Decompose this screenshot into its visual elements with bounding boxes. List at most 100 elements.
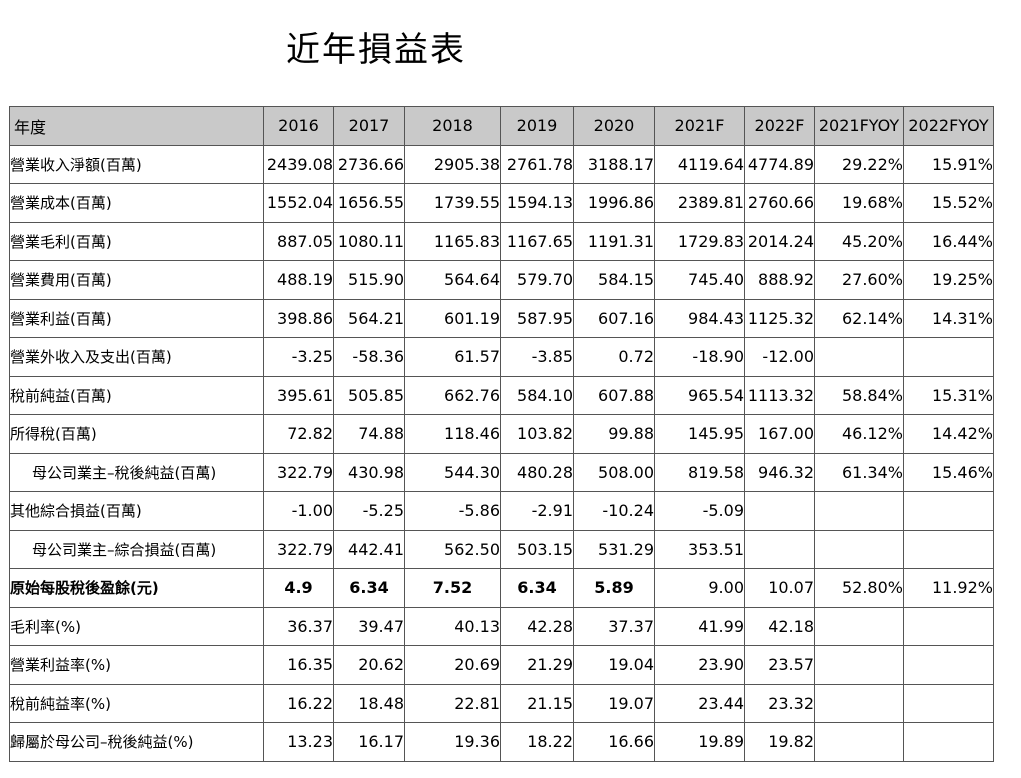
table-cell: 819.58 xyxy=(654,452,745,492)
table-cell: 14.42% xyxy=(903,414,994,454)
column-header: 2017 xyxy=(333,106,405,146)
table-cell xyxy=(814,491,904,531)
table-cell: 15.46% xyxy=(903,452,994,492)
table-cell: 52.80% xyxy=(814,568,904,608)
row-label: 稅前純益(百萬) xyxy=(9,375,264,415)
table-cell: 23.44 xyxy=(654,683,745,723)
table-cell: 7.52 xyxy=(404,568,501,608)
row-label: 營業利益率(%) xyxy=(9,645,264,685)
table-cell: 1552.04 xyxy=(263,183,334,223)
table-cell: 45.20% xyxy=(814,221,904,261)
table-cell: 19.68% xyxy=(814,183,904,223)
table-cell: 20.62 xyxy=(333,645,405,685)
table-cell: 2736.66 xyxy=(333,144,405,184)
table-cell: 23.90 xyxy=(654,645,745,685)
table-cell: 36.37 xyxy=(263,606,334,646)
row-label: 母公司業主–稅後純益(百萬) xyxy=(9,452,264,492)
table-cell: -12.00 xyxy=(744,337,815,377)
table-cell: 15.52% xyxy=(903,183,994,223)
table-row: 營業外收入及支出(百萬) -3.25 -58.36 61.57 -3.85 0.72 -18… xyxy=(9,337,994,377)
table-cell: 21.29 xyxy=(500,645,574,685)
table-cell: 564.64 xyxy=(404,260,501,300)
table-cell: 505.85 xyxy=(333,375,405,415)
table-cell: 20.69 xyxy=(404,645,501,685)
table-cell xyxy=(814,683,904,723)
table-cell: 14.31% xyxy=(903,298,994,338)
table-cell: 74.88 xyxy=(333,414,405,454)
table-cell: 16.22 xyxy=(263,683,334,723)
table-cell: 41.99 xyxy=(654,606,745,646)
table-cell: 23.32 xyxy=(744,683,815,723)
table-cell: 19.89 xyxy=(654,722,745,762)
table-cell: 587.95 xyxy=(500,298,574,338)
row-label: 稅前純益率(%) xyxy=(9,683,264,723)
row-label: 其他綜合損益(百萬) xyxy=(9,491,264,531)
table-cell: 16.66 xyxy=(573,722,655,762)
table-cell: -3.85 xyxy=(500,337,574,377)
table-cell: 58.84% xyxy=(814,375,904,415)
table-cell: 9.00 xyxy=(654,568,745,608)
table-cell: 16.35 xyxy=(263,645,334,685)
table-row: 毛利率(%) 36.37 39.47 40.13 42.28 37.37 41.99 42.1… xyxy=(9,606,994,646)
column-header: 2019 xyxy=(500,106,574,146)
table-cell: 40.13 xyxy=(404,606,501,646)
table-cell xyxy=(814,529,904,569)
table-cell: 29.22% xyxy=(814,144,904,184)
column-header: 2018 xyxy=(404,106,501,146)
table-cell: 27.60% xyxy=(814,260,904,300)
table-cell xyxy=(903,491,994,531)
row-label: 營業外收入及支出(百萬) xyxy=(9,337,264,377)
table-cell: 2761.78 xyxy=(500,144,574,184)
table-cell xyxy=(903,529,994,569)
table-row: 營業毛利(百萬) 887.05 1080.11 1165.83 1167.65 1191.… xyxy=(9,221,994,261)
row-label: 歸屬於母公司–稅後純益(%) xyxy=(9,722,264,762)
table-cell: 167.00 xyxy=(744,414,815,454)
table-cell xyxy=(814,606,904,646)
table-cell: 544.30 xyxy=(404,452,501,492)
table-row: 母公司業主–綜合損益(百萬) 322.79 442.41 562.50 503.15 53… xyxy=(9,529,994,569)
table-cell: 745.40 xyxy=(654,260,745,300)
table-cell xyxy=(903,645,994,685)
table-cell xyxy=(903,337,994,377)
table-cell: 322.79 xyxy=(263,529,334,569)
table-cell: 607.88 xyxy=(573,375,655,415)
table-cell: 1739.55 xyxy=(404,183,501,223)
table-cell: 103.82 xyxy=(500,414,574,454)
table-cell: 19.07 xyxy=(573,683,655,723)
table-cell: 2439.08 xyxy=(263,144,334,184)
table-cell: 19.36 xyxy=(404,722,501,762)
table-cell: 23.57 xyxy=(744,645,815,685)
table-row: 所得稅(百萬) 72.82 74.88 118.46 103.82 99.88 145.95… xyxy=(9,414,994,454)
row-label: 營業費用(百萬) xyxy=(9,260,264,300)
table-cell: 1996.86 xyxy=(573,183,655,223)
column-header: 2022FYOY xyxy=(903,106,994,146)
table-cell: 1113.32 xyxy=(744,375,815,415)
table-row: 母公司業主–稅後純益(百萬) 322.79 430.98 544.30 480.28 50… xyxy=(9,452,994,492)
table-cell: 72.82 xyxy=(263,414,334,454)
table-cell: 61.57 xyxy=(404,337,501,377)
table-cell: 584.10 xyxy=(500,375,574,415)
table-cell: 398.86 xyxy=(263,298,334,338)
table-row: 營業成本(百萬) 1552.04 1656.55 1739.55 1594.13 1996… xyxy=(9,183,994,223)
table-cell xyxy=(814,337,904,377)
table-cell: 42.18 xyxy=(744,606,815,646)
table-row: 稅前純益率(%) 16.22 18.48 22.81 21.15 19.07 23.44 23… xyxy=(9,683,994,723)
table-cell: 0.72 xyxy=(573,337,655,377)
table-cell: 62.14% xyxy=(814,298,904,338)
table-cell: 662.76 xyxy=(404,375,501,415)
table-cell: -2.91 xyxy=(500,491,574,531)
table-cell: 601.19 xyxy=(404,298,501,338)
table-cell xyxy=(903,683,994,723)
table-cell: 21.15 xyxy=(500,683,574,723)
table-cell: 1165.83 xyxy=(404,221,501,261)
table-cell: 442.41 xyxy=(333,529,405,569)
table-row: 營業利益率(%) 16.35 20.62 20.69 21.29 19.04 23.90 23… xyxy=(9,645,994,685)
table-cell: 6.34 xyxy=(333,568,405,608)
table-cell: 1125.32 xyxy=(744,298,815,338)
table-cell: 562.50 xyxy=(404,529,501,569)
table-cell: 488.19 xyxy=(263,260,334,300)
table-cell: 42.28 xyxy=(500,606,574,646)
table-cell: 584.15 xyxy=(573,260,655,300)
table-cell xyxy=(744,529,815,569)
table-cell: 2905.38 xyxy=(404,144,501,184)
